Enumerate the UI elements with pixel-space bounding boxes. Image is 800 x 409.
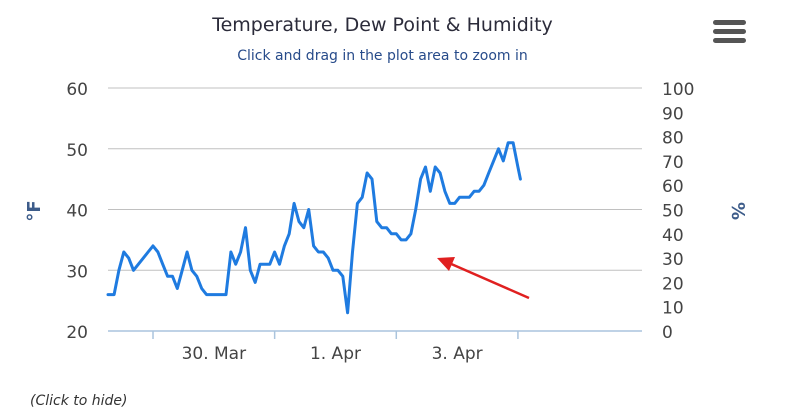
y-tick-label-left: 60 [66,80,88,100]
chart-subtitle: Click and drag in the plot area to zoom … [237,48,528,64]
annotation-layer [437,257,530,300]
y-tick-label-left: 20 [66,323,88,343]
chart-title: Temperature, Dew Point & Humidity [212,14,553,36]
y-tick-label-left: 50 [66,141,88,161]
legend-hint[interactable]: (Click to hide) [30,393,128,409]
y-tick-label-right: 100 [662,80,694,100]
y-axis-title-right: % [727,202,748,220]
tick-labels: 20 30 40 50 60 0 10 20 30 40 50 60 70 80 90 100 30. Mar 1… [66,80,694,364]
y-tick-label-right: 20 [662,274,684,294]
y-tick-label-left: 30 [66,262,88,282]
y-tick-label-right: 50 [662,202,684,222]
menu-bar [713,38,746,43]
y-tick-label-right: 40 [662,226,684,246]
y-tick-label-right: 60 [662,177,684,197]
x-tick-label: 1. Apr [310,344,361,364]
series-line [106,141,522,315]
y-tick-label-left: 40 [66,202,88,222]
y-tick-label-right: 30 [662,250,684,270]
menu-bar [713,29,746,34]
x-tick-label: 3. Apr [432,344,483,364]
annotation-arrow-shaft [448,261,530,300]
y-tick-label-right: 0 [662,323,673,343]
x-tick-label: 30. Mar [182,344,247,364]
y-tick-label-right: 90 [662,104,684,124]
y-tick-label-right: 80 [662,129,684,149]
axes [108,330,642,339]
grid-lines [108,87,642,271]
y-tick-label-right: 10 [662,299,684,319]
y-tick-label-right: 70 [662,153,684,173]
series-layer [106,141,522,315]
y-axis-title-left: °F [24,200,45,221]
hamburger-menu-icon[interactable] [709,16,749,46]
menu-bar [713,20,746,25]
annotation-arrow-head [437,257,455,271]
